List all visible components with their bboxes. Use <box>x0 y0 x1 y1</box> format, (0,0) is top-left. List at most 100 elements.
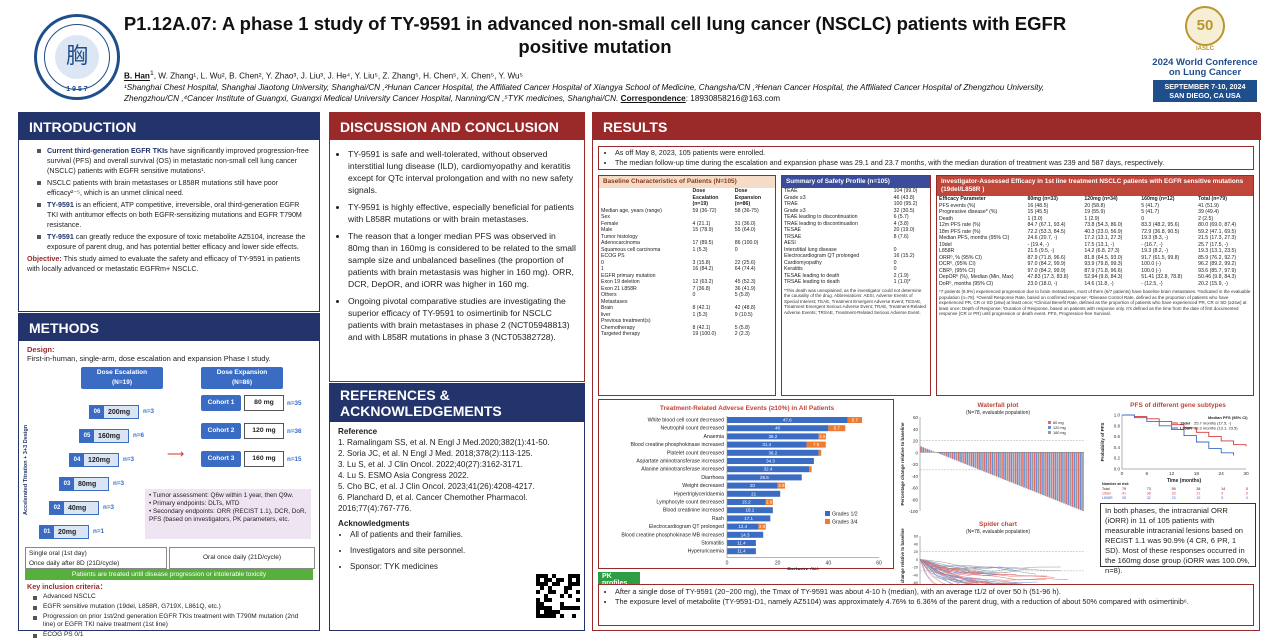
table-header-row: Dose Escalation (n=19) Dose Expansion (n=… <box>599 188 775 208</box>
table-cell: Brain <box>601 305 614 311</box>
waterfall-bar <box>941 452 943 455</box>
safety-table-box: Summary of Safety Profile (n=105) TEAE 10… <box>781 175 931 396</box>
waterfall-bar <box>945 452 948 457</box>
table-cell: 0 <box>734 246 738 253</box>
table-row: Squamous cell carcinoma 1 (5.3) 0 <box>599 247 775 254</box>
step-number: 01 <box>40 526 54 538</box>
table-row: TESAE leading to death 2 (1.9) <box>782 273 930 280</box>
poster-title: P1.12A.07: A phase 1 study of TY-9591 in… <box>123 13 1067 57</box>
discussion-bullets: TY-9591 is safe and well-tolerated, with… <box>330 140 584 343</box>
table-cell: Progressive disease* (%) <box>939 209 998 215</box>
table-cell: Grade ≥3 <box>784 207 806 214</box>
waterfall-ylabel: Percentage change relative to baseline <box>900 422 905 506</box>
table-cell: 59 (36-72) <box>692 207 717 214</box>
step-n: n=3 <box>123 456 135 463</box>
escalation-step: 01 20mg <box>39 525 89 539</box>
waterfall-bar <box>1079 452 1082 511</box>
results-summary: As off May 8, 2023, 105 patients were en… <box>598 146 1254 170</box>
trae-bar-grade34 <box>758 523 766 530</box>
reference-item: 4. Lu S. ESMO Asia Congress 2022. <box>338 471 469 480</box>
waterfall-bar <box>1075 452 1078 509</box>
table-cell: - (12.5, -) <box>1141 280 1163 287</box>
risk-cell: 79 <box>1122 487 1126 491</box>
efficacy-table-box: Investigator-Assessed Efficacy in 1st li… <box>936 175 1254 396</box>
table-cell: 19.3 (8.3, -) <box>1141 235 1169 241</box>
waterfall-bar <box>983 452 985 472</box>
table-cell: 4 (3.8) <box>893 220 909 227</box>
trae-bar-label: 20 <box>750 483 756 488</box>
table-cell: Targeted therapy <box>601 331 640 337</box>
step-number: 06 <box>90 406 104 418</box>
table-cell: 86 (100.0) <box>734 240 759 246</box>
waterfall-legend-swatch <box>1048 426 1051 429</box>
table-cell: 14.2 (6.8, 27.3) <box>1084 248 1120 254</box>
km-legend-header: Median PFS (95% CI) <box>1208 415 1248 420</box>
km-title: PFS of different gene subtypes <box>1130 402 1226 409</box>
waterfall-bar <box>947 452 950 458</box>
waterfall-bar <box>1004 452 1007 480</box>
waterfall-ytick: 0 <box>915 450 918 455</box>
waterfall-bar <box>1050 452 1053 499</box>
table-row: DCRᵇ, (95% CI) 97.0 (84.2, 99.9) 93.9 (79.… <box>937 261 1253 268</box>
table-cell: 0 <box>601 259 604 266</box>
waterfall-bar <box>1077 452 1080 510</box>
table-cell: Adenocarcinoma <box>601 240 640 246</box>
table-cell: 87.9 (71.8, 96.6) <box>1027 254 1066 261</box>
waterfall-bar <box>985 452 988 473</box>
spider-ytick: 20 <box>914 550 918 554</box>
table-cell: 21.5 (9.5, -) <box>1027 248 1055 254</box>
safety-table: TEAE 104 (99.0) Grade ≥3 46 (43.8) TRAE 100 … <box>782 188 930 286</box>
introduction-heading: INTRODUCTION <box>19 113 319 140</box>
step-n: n=6 <box>133 432 145 439</box>
table-row: Female 4 (21.1) 31 (36.0) <box>599 221 775 228</box>
table-cell: Median age, years (range) <box>601 207 662 214</box>
table-cell: 40.3 (23.0, 56.9) <box>1084 228 1123 235</box>
coauthors: , W. Zhang¹, L. Wu², B. Chen², Y. Zhao³,… <box>153 71 523 81</box>
qr-code[interactable] <box>536 574 580 618</box>
table-row: EGFR primary mutation <box>599 273 775 280</box>
spider-line <box>919 559 949 575</box>
table-cell: 20 (58.8) <box>1084 202 1106 209</box>
spider-line <box>919 559 1069 581</box>
trae-bar-grade34 <box>828 425 846 432</box>
inclusion-criterion: EGFR sensitive mutation (19del, L858R, G… <box>33 603 311 611</box>
trae-bar-label: 36.2 <box>768 450 777 455</box>
table-cell: 17 (89.5) <box>692 240 714 246</box>
km-chart: PFS of different gene subtypes 0 6 12 18 24 30… <box>1100 402 1249 484</box>
trae-legend-label: Grades 3/4 <box>832 520 858 526</box>
waterfall-bar <box>1014 452 1017 485</box>
dose-escalation-header: Dose Escalation (N=19) <box>81 367 163 389</box>
trae-category-label: Blood creatine phosphokinase increased <box>631 442 725 448</box>
table-row: 1 16 (84.2) 64 (74.4) <box>599 266 775 273</box>
trae-category-label: Hypertriglyceridaemia <box>674 491 724 497</box>
table-row: 12m PFS rate (%) 84.7 (67.1, 93.4) 73.8 (5… <box>937 222 1253 229</box>
risk-cell: 38 <box>1196 487 1200 491</box>
table-cell: 87.9 (71.8, 96.6) <box>1084 267 1123 274</box>
table-cell: 97.0 (84.2, 99.9) <box>1027 261 1066 267</box>
cohort-n: n=35 <box>287 399 302 407</box>
cohort-dose: 80 mg <box>244 395 284 411</box>
table-cell: 16 (48.5) <box>1027 202 1049 209</box>
table-row: TRSAE 8 (7.6) <box>782 234 930 241</box>
waterfall-bar <box>1052 452 1055 500</box>
trae-bar-grade12 <box>727 515 771 522</box>
trae-bar-grade12 <box>727 482 778 489</box>
table-cell: 1 (5.3) <box>692 246 708 253</box>
km-ytick: 1.0 <box>1114 413 1121 418</box>
discussion-panel: DISCUSSION AND CONCLUSION TY-9591 is saf… <box>329 112 585 382</box>
waterfall-bar <box>1016 452 1019 485</box>
trae-category-label: Platelet count decreased <box>667 450 724 456</box>
introduction-panel: INTRODUCTION Current third-generation EG… <box>18 112 320 312</box>
risk-cell: 0 <box>1246 487 1248 491</box>
table-cell: 84.7 (67.1, 93.4) <box>1027 222 1066 228</box>
risk-cell: 59 <box>1172 487 1176 491</box>
trae-xtick: 0 <box>726 560 729 566</box>
table-row: DepORᵇ (%), Median (Min, Max) 47.83 (17.3… <box>937 274 1253 281</box>
table-header-row: Efficacy Parameter 80mg (n=33) 120mg (n=34… <box>937 196 1253 203</box>
step-number: 05 <box>80 430 94 442</box>
table-header-cell: 120mg (n=34) <box>1084 196 1118 202</box>
table-header-cell: Dose Escalation (n=19) <box>692 188 719 207</box>
cohort-label: Cohort 3 <box>201 451 241 467</box>
trae-chart: Treatment-Related Adverse Events (≥10%) … <box>621 405 882 573</box>
table-row: TESAE 20 (19.0) <box>782 227 930 234</box>
